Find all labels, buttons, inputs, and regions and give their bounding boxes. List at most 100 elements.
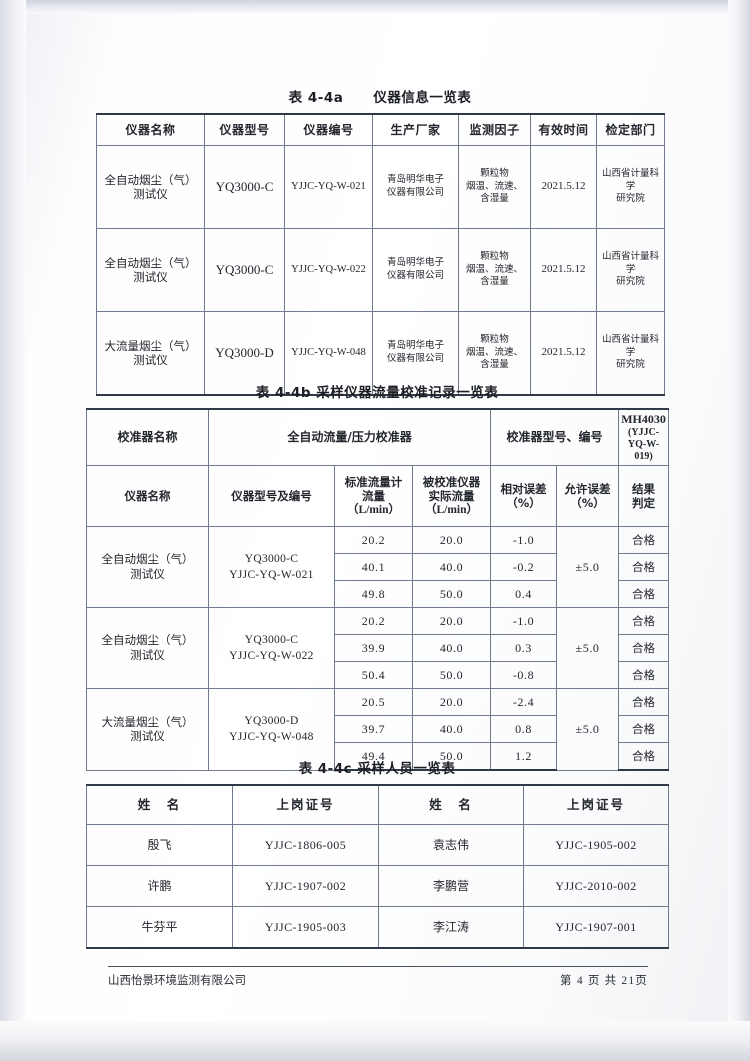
cell-standard-flow: 20.2 bbox=[334, 607, 413, 636]
cell-relative-error: -0.2 bbox=[490, 553, 558, 582]
cell-standard-flow: 39.9 bbox=[334, 634, 413, 663]
cell-person-cert-2: YJJC-1905-002 bbox=[523, 824, 669, 866]
cell-standard-flow: 50.4 bbox=[334, 661, 413, 690]
table-4-4a-caption: 表 4-4a 仪器信息一览表 bbox=[96, 86, 664, 106]
cell-instrument-serial: YJJC-YQ-W-021 bbox=[284, 145, 373, 229]
cell-manufacturer: 青岛明华电子 仪器有限公司 bbox=[372, 228, 459, 312]
cell-actual-flow: 50.0 bbox=[411, 661, 492, 690]
table-4-4b-header-row: 仪器名称 仪器型号及编号 标准流量计 流量 （L/min） 被校准仪器 实际流量… bbox=[86, 465, 670, 528]
table-4-4b: 校准器名称 全自动流量/压力校准器 校准器型号、编号 MH4030 (YJJC-… bbox=[86, 408, 670, 772]
cell-person-cert-2: YJJC-1907-001 bbox=[523, 906, 669, 949]
th-verify-department: 检定部门 bbox=[596, 113, 665, 146]
department-line1: 山西省计量科学 bbox=[601, 251, 659, 275]
page-footer: 山西怡景环境监测有限公司 第 4 页 共 21页 bbox=[108, 966, 648, 988]
calibrator-header-row: 校准器名称 全自动流量/压力校准器 校准器型号、编号 MH4030 (YJJC-… bbox=[86, 408, 670, 467]
cell-standard-flow: 40.1 bbox=[334, 553, 413, 582]
table-row: 全自动烟尘（气） 测试仪 YQ3000-C YJJC-YQ-W-021 青岛明华… bbox=[96, 145, 665, 229]
label-calibrator-name: 校准器名称 bbox=[86, 408, 209, 467]
table-row: 牛芬平 YJJC-1905-003 李江涛 YJJC-1907-001 bbox=[86, 906, 669, 949]
th-monitor-factors: 监测因子 bbox=[458, 113, 531, 146]
cell-person-cert-1: YJJC-1905-003 bbox=[232, 906, 379, 949]
department-line1: 山西省计量科学 bbox=[601, 168, 659, 192]
cell-standard-flow: 20.5 bbox=[334, 688, 413, 717]
th-instrument-name: 仪器名称 bbox=[96, 113, 205, 146]
cell-result: 合格 bbox=[618, 553, 670, 582]
footer-company-name: 山西怡景环境监测有限公司 bbox=[108, 973, 246, 987]
table-4-4b-caption: 表 4-4b 采样仪器流量校准记录一览表 bbox=[255, 385, 499, 401]
manufacturer-line1: 青岛明华电子 bbox=[386, 340, 444, 352]
factors-line1: 颗粒物 bbox=[480, 251, 509, 263]
actual-flow-unit: （L/min） bbox=[424, 504, 479, 517]
table-row: 49.4 50.0 1.2 合格 bbox=[87, 742, 670, 772]
table-row: 39.7 40.0 0.8 合格 bbox=[87, 715, 670, 744]
cell-relative-error: 0.4 bbox=[490, 580, 558, 609]
cell-instrument-name: 全自动烟尘（气） 测试仪 bbox=[86, 607, 209, 690]
cell-instrument-model: YQ3000-C bbox=[204, 145, 285, 229]
th-instrument-model: 仪器型号 bbox=[204, 113, 285, 146]
cell-relative-error: 0.3 bbox=[490, 634, 558, 663]
cell-relative-error: -1.0 bbox=[490, 607, 558, 636]
page-edge-top bbox=[0, 0, 750, 14]
factors-line1: 颗粒物 bbox=[480, 334, 509, 346]
department-line2: 研究院 bbox=[616, 276, 645, 288]
manufacturer-line2: 仪器有限公司 bbox=[386, 270, 444, 281]
cell-instrument-name: 全自动烟尘（气） 测试仪 bbox=[96, 228, 205, 312]
table-4-4c-caption: 表 4-4c 采样人员一览表 bbox=[298, 761, 456, 777]
allow-error-unit: （%） bbox=[570, 496, 605, 511]
cell-verify-department: 山西省计量科学 研究院 bbox=[596, 228, 665, 312]
cell-result: 合格 bbox=[618, 634, 670, 663]
cell-actual-flow: 20.0 bbox=[411, 688, 492, 717]
factors-line3: 含湿量 bbox=[480, 193, 509, 205]
instrument-name-line2: 测试仪 bbox=[133, 270, 168, 284]
cell-relative-error: 0.8 bbox=[490, 715, 558, 744]
table-4-4c: 姓 名 上岗证号 姓 名 上岗证号 殷飞 YJJC-1806-005 袁志伟 Y… bbox=[86, 784, 669, 949]
cell-actual-flow: 20.0 bbox=[411, 607, 492, 636]
cell-valid-time: 2021.5.12 bbox=[530, 228, 597, 312]
cell-actual-flow: 20.0 bbox=[411, 526, 492, 555]
calibrator-model-number: (YJJC-YQ-W-019) bbox=[627, 426, 660, 462]
page-edge-bottom bbox=[0, 1021, 750, 1061]
rel-error-unit: （%） bbox=[506, 496, 541, 511]
factors-line3: 含湿量 bbox=[480, 276, 509, 288]
cell-instrument-model: YQ3000-C bbox=[204, 228, 285, 312]
cell-result: 合格 bbox=[618, 607, 670, 636]
th-manufacturer: 生产厂家 bbox=[372, 113, 459, 146]
cell-valid-time: 2021.5.12 bbox=[530, 145, 597, 229]
th-cert-2: 上岗证号 bbox=[523, 784, 669, 825]
cell-person-name-2: 李江涛 bbox=[378, 906, 524, 949]
cell-person-cert-1: YJJC-1907-002 bbox=[232, 865, 379, 907]
table-4-4c-header-row: 姓 名 上岗证号 姓 名 上岗证号 bbox=[86, 784, 669, 825]
department-line2: 研究院 bbox=[616, 193, 645, 205]
actual-flow-line1: 被校准仪器 bbox=[422, 475, 481, 490]
table-row: 全自动烟尘（气） 测试仪 YQ3000-C YJJC-YQ-W-022 20.2… bbox=[86, 607, 670, 690]
cell-monitor-factors: 颗粒物 烟温、流速、 含湿量 bbox=[458, 145, 531, 229]
instrument-name-line2: 测试仪 bbox=[133, 187, 168, 201]
table-4-4a-caption-title: 仪器信息一览表 bbox=[373, 90, 472, 106]
table-4-4b-section: 表 4-4b 采样仪器流量校准记录一览表 校准器名称 全自动流量/压力校准器 校… bbox=[86, 381, 670, 772]
result-line2: 判定 bbox=[632, 496, 656, 511]
factors-line2: 烟温、流速、 bbox=[465, 263, 523, 275]
cell-verify-department: 山西省计量科学 研究院 bbox=[596, 145, 665, 229]
manufacturer-line1: 青岛明华电子 bbox=[386, 174, 444, 186]
cell-result: 合格 bbox=[618, 742, 670, 772]
cell-monitor-factors: 颗粒物 烟温、流速、 含湿量 bbox=[458, 311, 531, 396]
cell-standard-flow: 49.8 bbox=[334, 580, 413, 609]
cell-manufacturer: 青岛明华电子 仪器有限公司 bbox=[372, 311, 459, 396]
page-edge-right bbox=[728, 0, 750, 1061]
cell-person-name-2: 李鹏营 bbox=[378, 865, 524, 907]
cell-instrument-model-serial: YQ3000-D YJJC-YQ-W-048 bbox=[208, 688, 335, 771]
table-row: 大流量烟尘（气） 测试仪 YQ3000-D YJJC-YQ-W-048 20.5… bbox=[86, 688, 670, 771]
cell-instrument-model-serial: YQ3000-C YJJC-YQ-W-022 bbox=[208, 607, 335, 690]
th-name-1: 姓 名 bbox=[86, 784, 233, 825]
th-cert-1: 上岗证号 bbox=[232, 784, 379, 825]
cell-actual-flow: 50.0 bbox=[411, 580, 492, 609]
calibrator-model-name: MH4030 bbox=[621, 412, 666, 426]
table-row: 全自动烟尘（气） 测试仪 YQ3000-C YJJC-YQ-W-021 20.2… bbox=[86, 526, 670, 609]
table-row: 39.9 40.0 0.3 合格 bbox=[87, 634, 670, 663]
th-instrument-model-serial: 仪器型号及编号 bbox=[208, 465, 335, 528]
table-4-4a-caption-number: 表 4-4a bbox=[288, 90, 344, 106]
table-row: 大流量烟尘（气） 测试仪 YQ3000-D YJJC-YQ-W-048 青岛明华… bbox=[96, 311, 665, 396]
value-calibrator-name: 全自动流量/压力校准器 bbox=[207, 408, 492, 467]
cell-instrument-serial: YJJC-YQ-W-022 bbox=[284, 228, 373, 312]
